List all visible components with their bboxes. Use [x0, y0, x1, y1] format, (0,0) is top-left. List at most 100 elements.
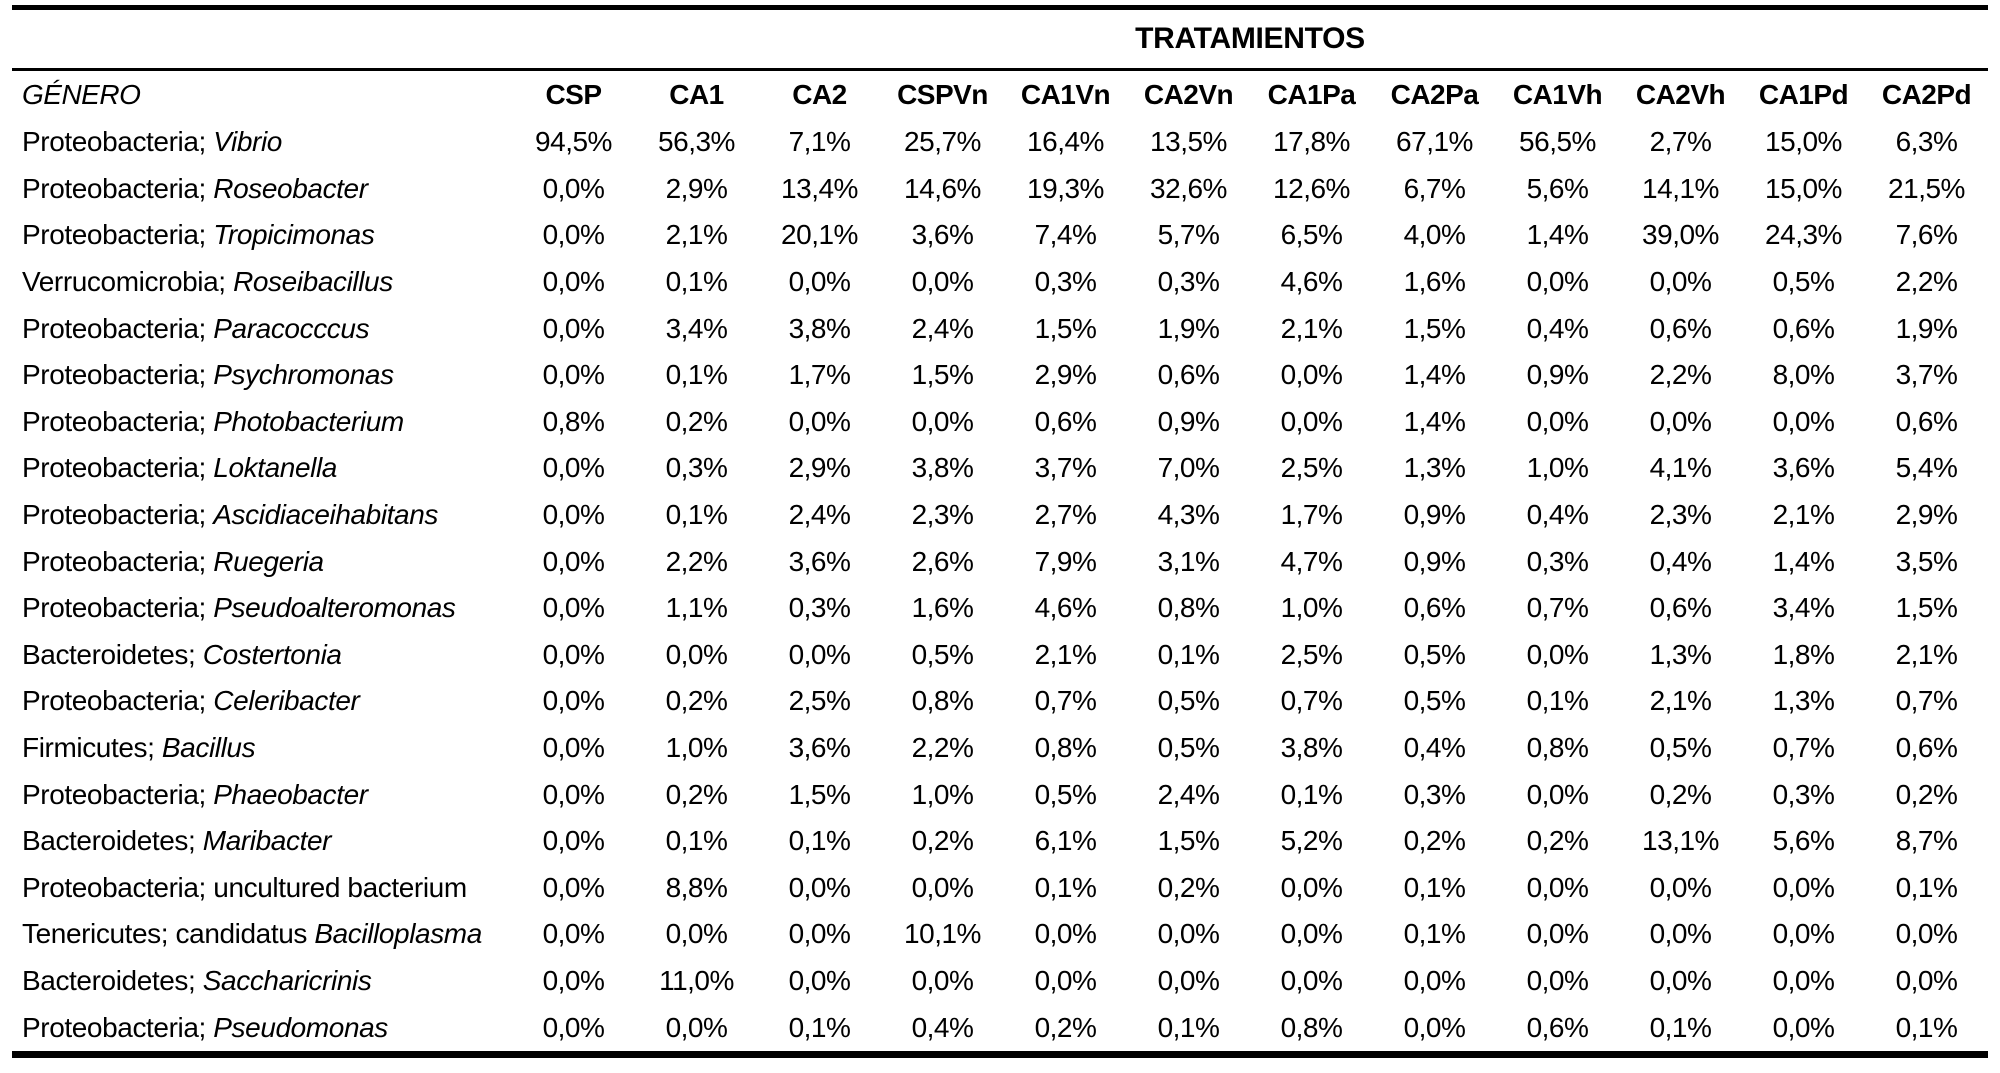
- value-cell: 56,5%: [1519, 126, 1596, 158]
- value-cell: 1,3%: [1649, 638, 1712, 670]
- value-cell: 0,3%: [1772, 778, 1835, 810]
- value-cell: 25,7%: [904, 126, 981, 158]
- taxon-label: Proteobacteria; Roseobacter: [12, 166, 512, 213]
- value-cell: 0,4%: [1526, 499, 1589, 531]
- phylum-text: Bacteroidetes;: [22, 964, 203, 996]
- taxon-label: Proteobacteria; Vibrio: [12, 119, 512, 166]
- table-row: Proteobacteria; Tropicimonas 0,0% 2,1% 20,1…: [12, 212, 1988, 259]
- value-cell: 0,0%: [1772, 1011, 1835, 1043]
- value-cell: 0,2%: [1649, 778, 1712, 810]
- genus-text: Phaeobacter: [213, 778, 368, 810]
- value-cell: 2,2%: [1649, 359, 1712, 391]
- value-cell: 1,4%: [1772, 545, 1835, 577]
- taxon-label: Proteobacteria; Psychromonas: [12, 352, 512, 399]
- value-cell: 0,3%: [1034, 266, 1097, 298]
- value-cell: 0,2%: [665, 685, 728, 717]
- value-cell: 5,6%: [1772, 825, 1835, 857]
- value-cell: 3,5%: [1895, 545, 1958, 577]
- value-cell: 3,6%: [911, 219, 974, 251]
- value-cell: 16,4%: [1027, 126, 1104, 158]
- value-cell: 3,6%: [788, 545, 851, 577]
- genus-text: Bacillus: [161, 732, 256, 764]
- table-row: Tenericutes; candidatus Bacilloplasma 0,0…: [12, 911, 1988, 958]
- table-row: Proteobacteria; Photobacterium 0,8% 0,2% 0,…: [12, 399, 1988, 446]
- table-row: Proteobacteria; Roseobacter 0,0% 2,9% 13,4%…: [12, 166, 1988, 213]
- genus-text: Pseudoalteromonas: [213, 592, 456, 624]
- value-cell: 2,9%: [665, 172, 728, 204]
- value-cell: 0,0%: [542, 172, 605, 204]
- value-cell: 0,5%: [1772, 266, 1835, 298]
- value-cell: 0,0%: [1526, 964, 1589, 996]
- table-row: Proteobacteria; Loktanella 0,0% 0,3% 2,9% 3,…: [12, 445, 1988, 492]
- phylum-text: Proteobacteria;: [22, 312, 214, 344]
- value-cell: 0,1%: [1403, 918, 1466, 950]
- value-cell: 1,9%: [1157, 312, 1220, 344]
- value-cell: 0,0%: [1649, 266, 1712, 298]
- table-row: Proteobacteria; Phaeobacter 0,0% 0,2% 1,5% 1…: [12, 771, 1988, 818]
- genus-text: Ruegeria: [213, 545, 324, 577]
- value-cell: 0,4%: [1526, 312, 1589, 344]
- value-cell: 3,8%: [911, 452, 974, 484]
- value-cell: 2,7%: [1034, 499, 1097, 531]
- value-cell: 0,0%: [665, 1011, 728, 1043]
- value-cell: 2,1%: [665, 219, 728, 251]
- value-cell: 0,6%: [1895, 732, 1958, 764]
- genus-text: Ascidiaceihabitans: [213, 499, 438, 531]
- taxon-label: Proteobacteria; Tropicimonas: [12, 212, 512, 259]
- value-cell: 2,3%: [911, 499, 974, 531]
- value-cell: 0,1%: [665, 499, 728, 531]
- value-cell: 2,6%: [911, 545, 974, 577]
- column-header-csp: CSP: [545, 79, 602, 110]
- value-cell: 13,5%: [1150, 126, 1227, 158]
- phylum-text: Proteobacteria;: [22, 545, 214, 577]
- value-cell: 0,0%: [788, 918, 851, 950]
- value-cell: 3,4%: [1772, 592, 1835, 624]
- value-cell: 6,7%: [1403, 172, 1466, 204]
- value-cell: 5,2%: [1280, 825, 1343, 857]
- value-cell: 1,0%: [911, 778, 974, 810]
- value-cell: 13,1%: [1642, 825, 1719, 857]
- value-cell: 0,2%: [665, 778, 728, 810]
- genus-text: Tropicimonas: [213, 219, 375, 251]
- column-header-ca1pd: CA1Pd: [1758, 79, 1849, 110]
- value-cell: 0,2%: [1034, 1011, 1097, 1043]
- phylum-text: Proteobacteria;: [22, 126, 214, 158]
- value-cell: 0,0%: [911, 405, 974, 437]
- value-cell: 2,4%: [788, 499, 851, 531]
- value-cell: 0,6%: [1772, 312, 1835, 344]
- value-cell: 0,0%: [788, 964, 851, 996]
- taxon-label: Proteobacteria; Paracocccus: [12, 305, 512, 352]
- value-cell: 1,5%: [1403, 312, 1466, 344]
- treatments-table: TRATAMIENTOS GÉNERO CSP CA1 CA2 CSPVn CA1Vn C…: [12, 5, 1988, 1058]
- value-cell: 0,2%: [1157, 871, 1220, 903]
- value-cell: 0,0%: [1526, 405, 1589, 437]
- value-cell: 20,1%: [781, 219, 858, 251]
- value-cell: 0,3%: [1403, 778, 1466, 810]
- value-cell: 0,0%: [542, 871, 605, 903]
- value-cell: 0,8%: [1157, 592, 1220, 624]
- value-cell: 0,0%: [1772, 964, 1835, 996]
- value-cell: 13,4%: [781, 172, 858, 204]
- column-header-ca1pa: CA1Pa: [1267, 79, 1356, 110]
- value-cell: 2,5%: [1280, 638, 1343, 670]
- value-cell: 15,0%: [1765, 126, 1842, 158]
- value-cell: 0,0%: [542, 918, 605, 950]
- value-cell: 1,3%: [1403, 452, 1466, 484]
- taxon-label: Proteobacteria; Loktanella: [12, 445, 512, 492]
- value-cell: 21,5%: [1888, 172, 1965, 204]
- value-cell: 0,0%: [788, 266, 851, 298]
- value-cell: 14,6%: [904, 172, 981, 204]
- value-cell: 0,0%: [911, 266, 974, 298]
- value-cell: 0,0%: [1649, 871, 1712, 903]
- column-header-ca1vn: CA1Vn: [1020, 79, 1111, 110]
- table-row: Bacteroidetes; Maribacter 0,0% 0,1% 0,1% 0,2…: [12, 818, 1988, 865]
- value-cell: 0,0%: [1649, 405, 1712, 437]
- table-row: Proteobacteria; Psychromonas 0,0% 0,1% 1,7%…: [12, 352, 1988, 399]
- value-cell: 1,5%: [788, 778, 851, 810]
- value-cell: 0,0%: [665, 638, 728, 670]
- value-cell: 1,6%: [911, 592, 974, 624]
- value-cell: 2,4%: [1157, 778, 1220, 810]
- value-cell: 8,0%: [1772, 359, 1835, 391]
- value-cell: 0,0%: [542, 778, 605, 810]
- value-cell: 0,0%: [542, 1011, 605, 1043]
